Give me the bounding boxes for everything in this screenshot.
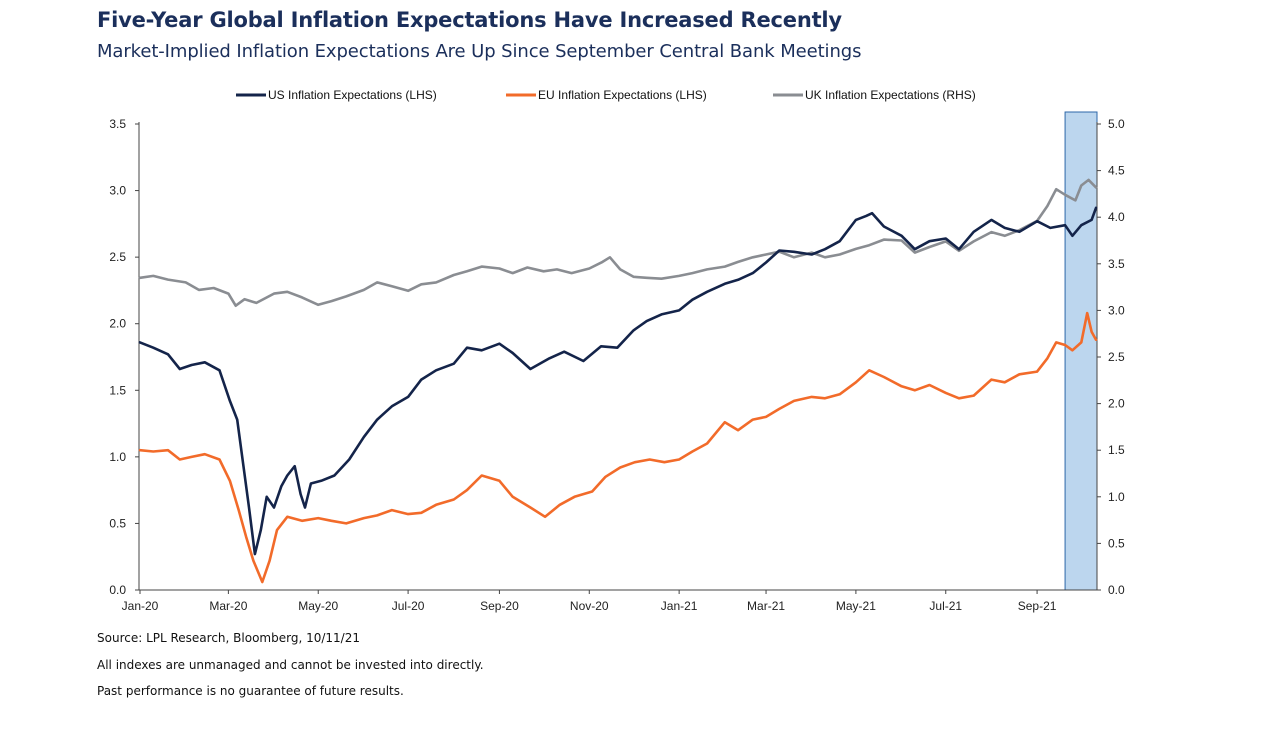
right-axis-tick-label: 3.0 bbox=[1108, 303, 1125, 317]
right-axis-tick-label: 1.0 bbox=[1108, 490, 1125, 504]
x-axis-tick-label: Jul-21 bbox=[929, 599, 962, 613]
chart-legend: US Inflation Expectations (LHS) EU Inflat… bbox=[236, 88, 976, 102]
x-axis-tick-label: Sep-21 bbox=[1018, 599, 1057, 613]
x-axis-tick-label: Nov-20 bbox=[570, 599, 609, 613]
legend-label-eu: EU Inflation Expectations (LHS) bbox=[538, 88, 707, 102]
highlight-period-box bbox=[1064, 111, 1098, 591]
left-axis-tick-label: 0.0 bbox=[109, 583, 126, 597]
right-axis-tick-label: 2.0 bbox=[1108, 397, 1125, 411]
x-axis-tick-label: Jul-20 bbox=[392, 599, 425, 613]
series-line-us bbox=[138, 206, 1098, 556]
disclaimer-unmanaged: All indexes are unmanaged and cannot be … bbox=[97, 658, 484, 672]
right-axis-tick-label: 1.5 bbox=[1108, 443, 1125, 457]
left-axis-tick-label: 2.0 bbox=[109, 317, 126, 331]
right-axis-tick-label: 3.5 bbox=[1108, 257, 1125, 271]
x-axis-tick-label: Jan-20 bbox=[122, 599, 159, 613]
x-axis-tick-label: Mar-20 bbox=[209, 599, 247, 613]
legend-label-uk: UK Inflation Expectations (RHS) bbox=[805, 88, 976, 102]
right-axis-tick-label: 2.5 bbox=[1108, 350, 1125, 364]
x-axis-tick-label: Mar-21 bbox=[747, 599, 785, 613]
axes-layer: 0.0 0.5 1.0 1.5 2.0 2.5 3.0 3.5 0.0 0.5 1.0 1.5 2.0 2… bbox=[109, 117, 1125, 613]
series-layer bbox=[138, 178, 1098, 584]
left-axis-tick-label: 2.5 bbox=[109, 250, 126, 264]
chart-title: Five-Year Global Inflation Expectations … bbox=[97, 8, 842, 32]
right-axis-tick-label: 4.0 bbox=[1108, 210, 1125, 224]
x-axis-tick-label: Sep-20 bbox=[480, 599, 519, 613]
left-axis-tick-label: 0.5 bbox=[109, 516, 126, 530]
left-axis-tick-label: 3.5 bbox=[109, 117, 126, 131]
right-axis-tick-label: 5.0 bbox=[1108, 117, 1125, 131]
right-axis-tick-label: 0.0 bbox=[1108, 583, 1125, 597]
left-axis-tick-label: 1.0 bbox=[109, 450, 126, 464]
source-note: Source: LPL Research, Bloomberg, 10/11/2… bbox=[97, 631, 360, 645]
x-axis-tick-label: Jan-21 bbox=[661, 599, 698, 613]
right-axis-tick-label: 0.5 bbox=[1108, 536, 1125, 550]
legend-label-us: US Inflation Expectations (LHS) bbox=[268, 88, 437, 102]
series-line-eu bbox=[138, 311, 1098, 584]
right-axis-tick-label: 4.5 bbox=[1108, 164, 1125, 178]
left-axis-tick-label: 3.0 bbox=[109, 184, 126, 198]
x-axis-tick-label: May-21 bbox=[836, 599, 876, 613]
highlight-layer bbox=[1064, 111, 1098, 591]
x-axis-tick-label: May-20 bbox=[298, 599, 338, 613]
chart-subtitle: Market-Implied Inflation Expectations Ar… bbox=[97, 41, 862, 62]
disclaimer-past-performance: Past performance is no guarantee of futu… bbox=[97, 684, 404, 698]
series-line-uk bbox=[138, 178, 1098, 308]
left-axis-tick-label: 1.5 bbox=[109, 383, 126, 397]
